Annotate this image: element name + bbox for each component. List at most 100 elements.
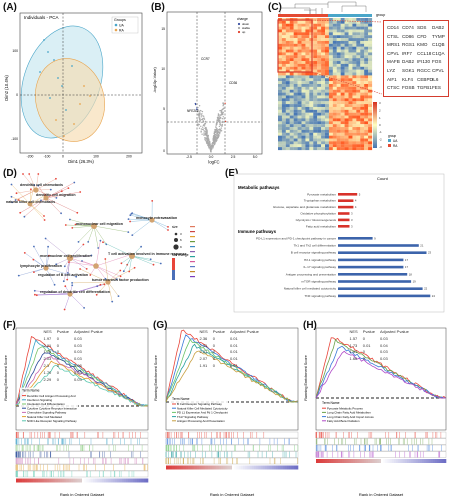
heatmap-cell — [313, 132, 318, 136]
heatmap-cell — [336, 138, 341, 142]
cnet-size-3: 3 — [180, 232, 182, 236]
heatmap-cell — [352, 89, 357, 93]
cnet-term-8: regulation of B cell activation — [38, 273, 88, 277]
heatmap-cell — [321, 61, 326, 65]
heatmap-cell — [352, 92, 357, 96]
volcano-point — [212, 146, 214, 148]
cnet-term-color-swatch — [190, 241, 195, 243]
heatmap-cell — [325, 124, 330, 128]
cnet-gene-node — [63, 265, 66, 268]
heatmap-cell — [317, 109, 322, 113]
heatmap-cell — [332, 38, 337, 42]
heatmap-cell — [356, 29, 361, 33]
gsea-legend-title: Term Name — [322, 401, 340, 405]
heatmap-cell — [281, 20, 286, 24]
heatmap-cell — [356, 26, 361, 30]
heatmap-cell — [301, 35, 306, 39]
heatmap-cell — [297, 81, 302, 85]
heatmap-cell — [340, 18, 345, 21]
gene-label: AIF1 — [387, 76, 397, 82]
gsea-legend-item: Long Chain Fatty Acid Import Across — [327, 415, 374, 419]
volcano-point — [210, 151, 212, 153]
heatmap-cell — [328, 101, 333, 105]
heatmap-cell — [368, 58, 373, 62]
cnet-gene-node — [111, 300, 114, 303]
heatmap-cell — [356, 78, 361, 82]
cnet-gene-node — [104, 258, 107, 260]
heatmap-cell — [281, 26, 286, 30]
cnet-gene-node — [74, 223, 77, 226]
heatmap-cell — [289, 115, 294, 119]
heatmap-cell — [297, 147, 302, 151]
heatmap-cell — [340, 115, 345, 119]
volcano-point — [206, 132, 208, 134]
gsea-g-head-p: Pvalue — [212, 329, 225, 334]
heatmap-cell — [325, 52, 330, 56]
bar-category-label: Oxidative phosphorylation — [300, 212, 336, 216]
heatmap-cell — [305, 52, 310, 56]
heatmap-cell — [356, 135, 361, 139]
heatmap-cells — [278, 18, 373, 151]
heatmap-cell — [301, 127, 306, 131]
heatmap-cell — [348, 104, 353, 108]
heatmap-cell — [328, 115, 333, 119]
heatmap-cell — [360, 112, 365, 116]
heatmap-cell — [368, 95, 373, 99]
volcano-point — [200, 114, 203, 116]
heatmap-cell — [301, 121, 306, 125]
heatmap-cell — [305, 138, 310, 142]
panel-b-label: (B) — [151, 2, 165, 13]
heatmap-cell — [325, 46, 330, 50]
heatmap-cell — [336, 115, 341, 119]
heatmap-cell — [289, 55, 294, 59]
heatmap-cell — [340, 132, 345, 136]
heatmap-cell — [301, 141, 306, 145]
heatmap-cell — [289, 78, 294, 82]
heatmap-cell — [301, 135, 306, 139]
heatmap-cell — [344, 112, 349, 116]
heatmap-cell — [336, 121, 341, 125]
heatmap-cell — [301, 115, 306, 119]
heatmap-cell — [321, 124, 326, 128]
heatmap-cell — [285, 86, 290, 90]
table-row: 1.73 0.01 0.04 — [349, 342, 388, 348]
heatmap-cell — [293, 138, 298, 142]
panel-b: (B) -log10p.Value) 15 10 5 0 CD36 CCR7 N… — [149, 0, 266, 165]
heatmap-cell — [289, 135, 294, 139]
heatmap-cell — [281, 132, 286, 136]
heatmap-cell — [325, 135, 330, 139]
volcano-point — [209, 145, 212, 148]
heatmap-cell — [328, 58, 333, 62]
table-row: 2.01 0 0.03 — [43, 342, 82, 348]
heatmap-cell — [325, 144, 330, 148]
heatmap-cell — [309, 46, 314, 50]
heatmap-cell — [332, 26, 337, 30]
heatmap-cell — [368, 101, 373, 105]
cnet-gene-node — [33, 184, 36, 187]
heatmap-cell — [360, 132, 365, 136]
volcano-point — [223, 118, 225, 120]
volcano-point — [215, 124, 217, 126]
heatmap-cell — [360, 141, 365, 145]
volcano-point — [222, 120, 224, 123]
heatmap-cell — [325, 127, 330, 131]
cnet-gene-node — [102, 241, 104, 244]
volcano-annot-0: CD36 — [229, 81, 237, 85]
heatmap-cell — [325, 89, 330, 93]
volcano-point — [211, 146, 213, 148]
heatmap-cell — [344, 109, 349, 113]
volcano-point — [206, 137, 209, 139]
heatmap-cell — [325, 92, 330, 96]
volcano-point — [199, 120, 201, 122]
volcano-point — [218, 132, 220, 134]
heatmap-cell — [297, 32, 302, 36]
gene-label: FOS — [432, 59, 442, 65]
heatmap-cell — [285, 127, 290, 131]
table-row: 1.57 0 0.03 — [349, 335, 388, 341]
bar-value-label: 3 — [351, 218, 353, 222]
heatmap-cell — [289, 81, 294, 85]
heatmap-cell — [321, 66, 326, 70]
gsea-xlabel: Rank in Ordered Dataset — [359, 492, 404, 497]
heatmap-cell — [360, 18, 365, 21]
